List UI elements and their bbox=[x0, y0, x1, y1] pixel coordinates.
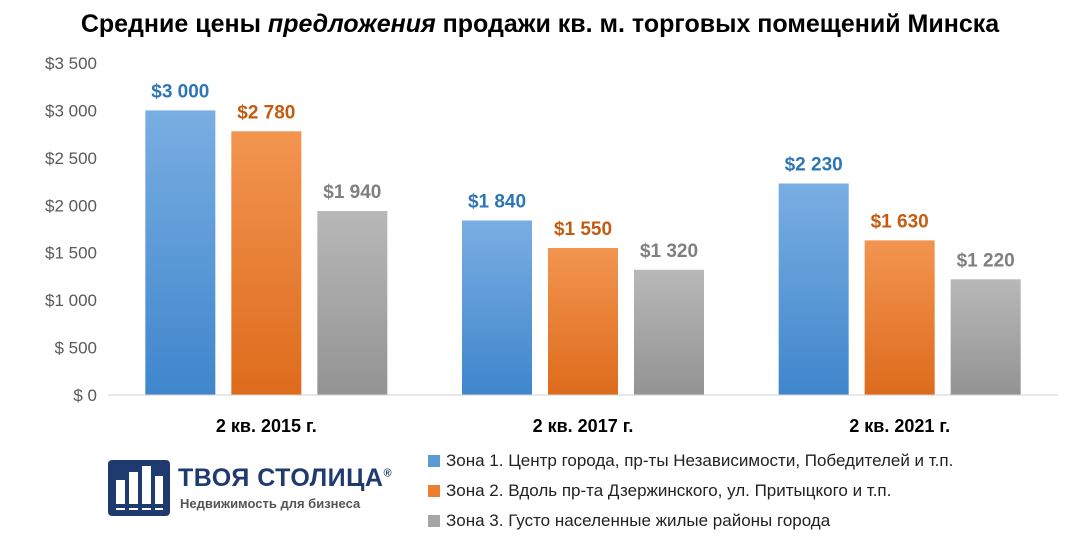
legend-label-zone-2: Зона 2. Вдоль пр-та Дзержинского, ул. Пр… bbox=[446, 481, 892, 500]
y-tick-label: $3 000 bbox=[45, 101, 97, 120]
bar-1-1 bbox=[145, 110, 216, 395]
data-label: $1 320 bbox=[640, 241, 698, 262]
legend-swatch-zone-2 bbox=[428, 485, 440, 497]
legend-label-zone-3: Зона 3. Густо населенные жилые районы го… bbox=[446, 511, 831, 530]
y-tick-label: $2 000 bbox=[45, 196, 97, 215]
legend-swatch-zone-1 bbox=[428, 455, 440, 467]
bar-2-1 bbox=[231, 131, 302, 395]
logo-tagline: Недвижимость для бизнеса bbox=[180, 496, 361, 511]
bar-2-2 bbox=[548, 247, 618, 395]
company-logo: ТВОЯ СТОЛИЦА® Недвижимость для бизнеса bbox=[108, 460, 408, 520]
bars: $3 000 $2 780 $1 940 $1 840 $1 550 $1 320 $2 2… bbox=[145, 81, 1021, 395]
data-label: $2 780 bbox=[237, 102, 295, 123]
bar-chart: $ 0$ 500$1 000$1 500$2 000$2 500$3 000$3… bbox=[45, 54, 1058, 436]
y-tick-label: $2 500 bbox=[45, 149, 97, 168]
legend: Зона 1. Центр города, пр-ты Независимост… bbox=[428, 446, 953, 536]
bar-3-2 bbox=[634, 269, 704, 395]
data-label: $1 220 bbox=[957, 250, 1015, 271]
y-tick-label: $3 500 bbox=[45, 54, 97, 73]
legend-label-zone-1: Зона 1. Центр города, пр-ты Независимост… bbox=[446, 451, 954, 470]
data-label: $1 630 bbox=[871, 211, 929, 232]
y-tick-label: $1 500 bbox=[45, 244, 97, 263]
logo-name: ТВОЯ СТОЛИЦА® bbox=[178, 464, 393, 492]
chart-title: Средние цены предложения продажи кв. м. … bbox=[80, 10, 1000, 38]
x-category-label: 2 кв. 2021 г. bbox=[849, 416, 950, 436]
legend-item-zone-3: Зона 3. Густо населенные жилые районы го… bbox=[428, 506, 953, 536]
y-axis: $ 0 $ 500 $1 000 $1 500 $2 000 $2 500 $3 000 $3… bbox=[45, 54, 97, 405]
data-label: $1 940 bbox=[323, 182, 381, 203]
y-tick-label: $ 500 bbox=[54, 339, 97, 358]
bar-2-3 bbox=[864, 240, 935, 395]
legend-item-zone-1: Зона 1. Центр города, пр-ты Независимост… bbox=[428, 446, 953, 476]
x-axis: 2 кв. 2015 г. 2 кв. 2017 г. 2 кв. 2021 г. bbox=[108, 394, 1058, 436]
data-label: $1 840 bbox=[468, 191, 526, 212]
building-logo-icon bbox=[108, 460, 170, 516]
data-label: $2 230 bbox=[785, 154, 843, 175]
legend-swatch-zone-3 bbox=[428, 515, 440, 527]
x-category-label: 2 кв. 2015 г. bbox=[216, 416, 317, 436]
bar-3-1 bbox=[317, 210, 388, 395]
bar-1-3 bbox=[778, 183, 849, 395]
y-tick-label: $ 0 bbox=[73, 386, 97, 405]
x-category-label: 2 кв. 2017 г. bbox=[533, 416, 634, 436]
data-label: $1 550 bbox=[554, 219, 612, 240]
bar-3-3 bbox=[950, 279, 1021, 395]
bar-1-2 bbox=[462, 220, 532, 395]
legend-item-zone-2: Зона 2. Вдоль пр-та Дзержинского, ул. Пр… bbox=[428, 476, 953, 506]
y-tick-label: $1 000 bbox=[45, 291, 97, 310]
data-label: $3 000 bbox=[151, 81, 209, 102]
